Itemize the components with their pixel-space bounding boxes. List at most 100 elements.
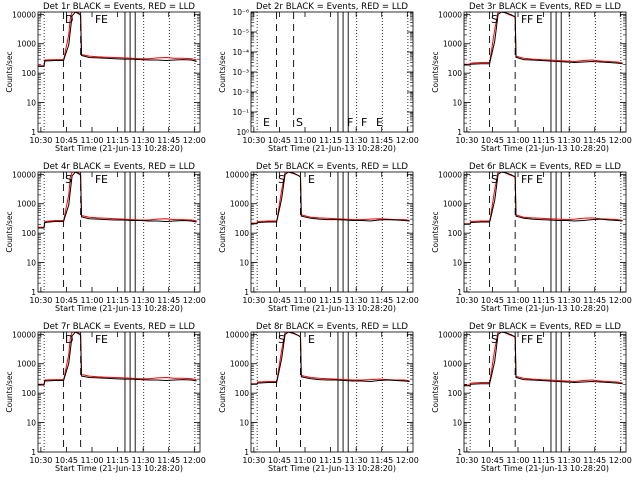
x-tick-label: 12:00 (609, 456, 632, 465)
y-tick-label: 10⁻⁵ (232, 28, 249, 37)
x-tick-label: 12:00 (183, 136, 206, 145)
x-tick-label: 11:30 (345, 456, 368, 465)
x-axis-label: Start Time (21-Jun-13 10:28:20) (55, 304, 183, 313)
y-axis-label: Counts/sec (431, 51, 440, 92)
x-tick-label: 12:00 (609, 136, 632, 145)
y-tick-label: 1000 (17, 360, 36, 369)
annotation-letter: S (65, 173, 72, 186)
plot-frame (250, 331, 414, 453)
y-tick-label: 10 (26, 99, 36, 108)
x-tick-label: 11:00 (293, 296, 316, 305)
annotation-letter: E (308, 173, 315, 186)
panel-title: Det 8r BLACK = Events, RED = LLD (256, 322, 408, 332)
y-tick-label: 10000 (12, 330, 36, 339)
y-tick-label: 1000 (17, 40, 36, 49)
annotation-letter: F (521, 333, 527, 346)
panel-title: Det 9r BLACK = Events, RED = LLD (469, 322, 621, 332)
y-tick-label: 1 (457, 448, 462, 457)
annotation-letter: E (536, 333, 543, 346)
series-line-events (38, 12, 197, 67)
series-line-events (251, 172, 410, 225)
x-tick-label: 10:30 (242, 296, 265, 305)
x-axis-label: Start Time (21-Jun-13 10:28:20) (481, 464, 609, 473)
y-tick-label: 1000 (443, 40, 462, 49)
series-line-events (464, 332, 623, 387)
x-tick-label: 11:30 (132, 296, 155, 305)
y-tick-label: 1 (31, 128, 36, 137)
x-tick-label: 11:45 (157, 456, 180, 465)
y-tick-label: 1 (244, 288, 249, 297)
annotation-letter: S (278, 173, 285, 186)
panel-title: Det 4r BLACK = Events, RED = LLD (43, 162, 195, 172)
annotation-letter: S (491, 333, 498, 346)
y-axis-label: Counts/sec (5, 211, 14, 252)
series-line-events (464, 172, 623, 225)
y-axis-label: Counts/sec (431, 371, 440, 412)
x-axis-label: Start Time (21-Jun-13 10:28:20) (481, 304, 609, 313)
x-tick-label: 10:45 (268, 136, 291, 145)
annotation-letter: E (308, 333, 315, 346)
x-tick-label: 11:00 (506, 296, 529, 305)
y-tick-label: 10⁻³ (232, 68, 249, 77)
y-tick-label: 10000 (12, 10, 36, 19)
x-tick-label: 12:00 (396, 456, 419, 465)
x-tick-label: 11:30 (132, 456, 155, 465)
x-tick-label: 10:45 (481, 136, 504, 145)
y-tick-label: 10000 (225, 170, 249, 179)
x-tick-label: 11:45 (157, 136, 180, 145)
annotation-letter: F (527, 13, 533, 26)
annotation-letter: E (536, 13, 543, 26)
x-tick-label: 11:30 (558, 136, 581, 145)
y-tick-label: 1 (31, 448, 36, 457)
x-tick-label: 11:00 (506, 456, 529, 465)
y-tick-label: 100 (448, 389, 463, 398)
plot-area (38, 332, 197, 452)
y-tick-label: 10⁻⁶ (232, 8, 249, 17)
plot-area (38, 12, 197, 132)
x-tick-label: 11:00 (80, 136, 103, 145)
plot-frame (37, 331, 201, 453)
x-tick-label: 12:00 (183, 296, 206, 305)
x-tick-label: 11:15 (319, 136, 342, 145)
x-axis-label: Start Time (21-Jun-13 10:28:20) (55, 144, 183, 153)
y-tick-label: 10 (239, 259, 249, 268)
x-tick-label: 10:30 (242, 456, 265, 465)
x-tick-label: 12:00 (609, 296, 632, 305)
plot-area (251, 332, 410, 452)
panel-title: Det 6r BLACK = Events, RED = LLD (469, 162, 621, 172)
y-tick-label: 1 (244, 448, 249, 457)
x-tick-label: 10:45 (55, 456, 78, 465)
x-tick-label: 11:00 (506, 136, 529, 145)
annotation-letter: E (263, 116, 270, 129)
x-axis-label: Start Time (21-Jun-13 10:28:20) (55, 464, 183, 473)
series-line-lld (464, 12, 623, 65)
x-tick-label: 12:00 (396, 296, 419, 305)
x-tick-label: 11:15 (319, 456, 342, 465)
x-tick-label: 10:45 (481, 296, 504, 305)
y-tick-label: 1 (31, 288, 36, 297)
y-tick-label: 10000 (12, 170, 36, 179)
y-axis-label: Counts/sec (5, 371, 14, 412)
x-tick-label: 12:00 (183, 456, 206, 465)
series-line-lld (251, 332, 410, 385)
annotation-letter: E (101, 173, 108, 186)
x-tick-label: 11:15 (106, 456, 129, 465)
y-tick-label: 10 (452, 99, 462, 108)
y-tick-label: 10⁻⁴ (232, 48, 249, 57)
series-line-lld (464, 172, 623, 225)
y-tick-label: 10 (452, 259, 462, 268)
x-tick-label: 11:00 (293, 136, 316, 145)
annotation-letter: E (101, 13, 108, 26)
x-tick-label: 10:30 (29, 456, 52, 465)
y-tick-label: 10000 (438, 10, 462, 19)
y-axis-label: Counts/sec (5, 51, 14, 92)
series-line-events (38, 332, 197, 386)
annotation-letter: F (95, 13, 101, 26)
annotation-letter: D (65, 13, 73, 26)
x-tick-label: 10:30 (455, 456, 478, 465)
panel-title: Det 7r BLACK = Events, RED = LLD (43, 322, 195, 332)
plot-frame (250, 11, 414, 133)
